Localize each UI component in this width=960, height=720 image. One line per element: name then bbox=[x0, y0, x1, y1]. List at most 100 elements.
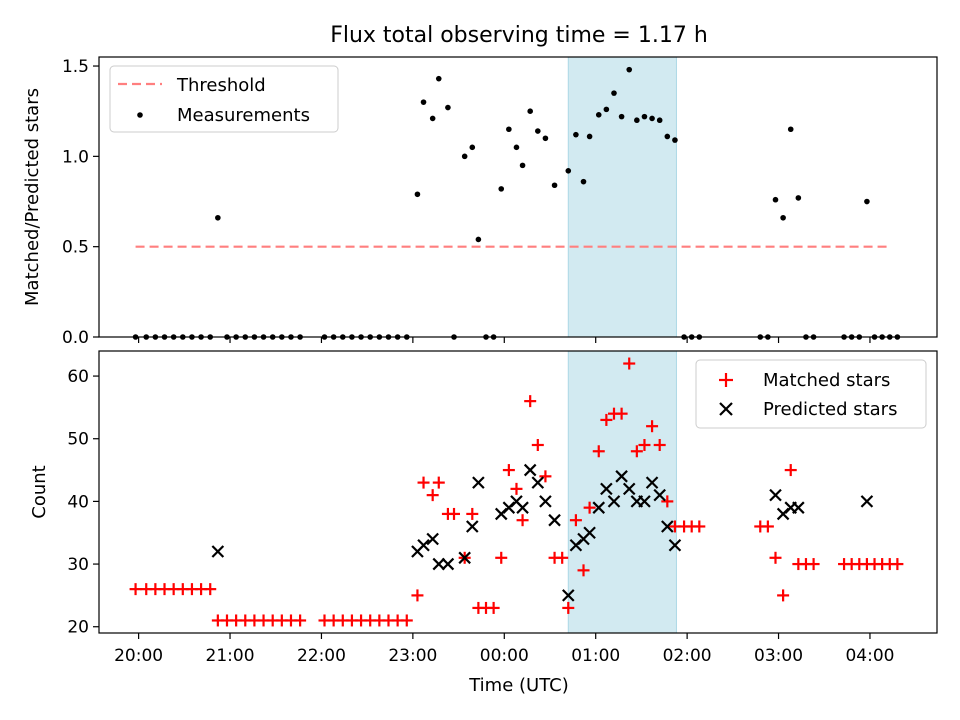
matched-star-point bbox=[400, 614, 413, 627]
ratio-panel: 0.0 0.5 1.0 1.5 Matched/Predicted stars Thr… bbox=[22, 56, 938, 348]
measurement-point bbox=[795, 195, 802, 201]
matched-star-point bbox=[516, 514, 529, 527]
predicted-star-point bbox=[661, 520, 674, 533]
matched-star-point bbox=[294, 614, 307, 627]
legend-predicted-label: Predicted stars bbox=[763, 399, 897, 420]
x-tick-label: 01:00 bbox=[571, 646, 620, 666]
x-axis-ticks: 20:00 21:00 22:00 23:00 00:00 01:00 02:00 03:00… bbox=[114, 633, 894, 666]
measurement-point bbox=[634, 117, 640, 124]
matched-star-point bbox=[784, 464, 797, 477]
measurement-point bbox=[672, 137, 678, 143]
legend-predicted-swatch bbox=[719, 402, 733, 416]
x-tick-label: 04:00 bbox=[845, 646, 894, 666]
matched-star-point bbox=[562, 601, 575, 614]
measurement-point bbox=[656, 117, 663, 124]
x-axis-label: Time (UTC) bbox=[468, 675, 569, 696]
y-tick-label: 20 bbox=[67, 618, 89, 638]
y-tick-label: 0.5 bbox=[62, 238, 89, 258]
measurement-point bbox=[772, 196, 779, 203]
y-axis-label: Count bbox=[29, 465, 50, 518]
matched-star-point bbox=[661, 495, 674, 508]
legend-measurements-label: Measurements bbox=[177, 105, 310, 126]
measurement-point bbox=[551, 182, 558, 189]
matched-star-point bbox=[569, 514, 582, 527]
count-panel: 20 30 40 50 60 20:00 21:00 22:00 23:00 00:00 01:0… bbox=[29, 350, 938, 696]
x-tick-label: 23:00 bbox=[388, 646, 437, 666]
predicted-star-point bbox=[622, 482, 636, 496]
matched-star-point bbox=[646, 420, 659, 433]
predicted-star-point bbox=[562, 589, 575, 602]
matched-star-point bbox=[653, 439, 666, 451]
measurement-point bbox=[626, 66, 633, 73]
measurement-point bbox=[573, 131, 579, 138]
predicted-star-point bbox=[531, 476, 545, 489]
legend-box bbox=[109, 65, 339, 133]
matched-star-point bbox=[411, 589, 424, 602]
y-axis-ticks: 0.0 0.5 1.0 1.5 bbox=[62, 57, 99, 348]
predicted-star-point bbox=[860, 495, 874, 508]
predicted-star-point bbox=[441, 557, 455, 571]
x-tick-label: 21:00 bbox=[206, 646, 255, 666]
predicted-star-point bbox=[466, 520, 479, 533]
matched-star-point bbox=[556, 551, 569, 564]
measurement-point bbox=[787, 126, 794, 133]
legend-measurements-swatch bbox=[137, 112, 143, 118]
predicted-star-point bbox=[472, 476, 485, 489]
legend: Matched stars Predicted stars bbox=[695, 359, 927, 429]
y-tick-label: 40 bbox=[67, 492, 89, 512]
measurement-point bbox=[664, 133, 671, 140]
predicted-stars-points bbox=[211, 463, 874, 602]
y-tick-label: 30 bbox=[67, 555, 89, 575]
x-axis-ticks bbox=[138, 337, 871, 343]
legend-matched-label: Matched stars bbox=[763, 370, 890, 391]
y-tick-label: 1.5 bbox=[62, 57, 89, 77]
matched-star-point bbox=[531, 439, 544, 451]
x-tick-label: 03:00 bbox=[754, 646, 803, 666]
predicted-star-point bbox=[211, 545, 225, 558]
predicted-star-point bbox=[548, 513, 561, 527]
matched-star-point bbox=[769, 551, 782, 564]
x-tick-label: 02:00 bbox=[663, 646, 712, 666]
measurement-point bbox=[506, 126, 512, 133]
y-tick-label: 1.0 bbox=[62, 147, 89, 167]
predicted-star-point bbox=[769, 488, 782, 502]
measurement-point bbox=[611, 90, 617, 96]
predicted-star-point bbox=[638, 495, 651, 508]
measurement-point bbox=[618, 113, 625, 120]
matched-star-point bbox=[432, 476, 445, 489]
observing-window-highlight bbox=[567, 350, 677, 634]
predicted-star-point bbox=[653, 488, 666, 502]
y-axis-label: Matched/Predicted stars bbox=[22, 88, 43, 306]
predicted-star-point bbox=[458, 551, 471, 565]
matched-star-point bbox=[417, 476, 430, 489]
measurement-point bbox=[580, 178, 587, 185]
measurement-point bbox=[595, 112, 602, 118]
predicted-star-point bbox=[607, 495, 621, 508]
matched-star-point bbox=[638, 439, 651, 451]
measurement-point bbox=[641, 113, 648, 120]
matched-star-point bbox=[448, 507, 461, 520]
measurement-point bbox=[469, 144, 476, 151]
chart-title: Flux total observing time = 1.17 h bbox=[330, 23, 708, 48]
measurement-point bbox=[461, 153, 468, 160]
predicted-star-point bbox=[583, 526, 596, 540]
y-tick-label: 0.0 bbox=[62, 328, 89, 348]
y-tick-label: 50 bbox=[67, 430, 89, 450]
x-tick-label: 22:00 bbox=[297, 646, 346, 666]
measurement-point bbox=[565, 168, 572, 174]
measurement-point bbox=[586, 133, 593, 140]
matched-star-point bbox=[539, 470, 552, 483]
measurement-point bbox=[603, 106, 610, 113]
observing-window-highlight bbox=[567, 56, 677, 338]
predicted-star-point bbox=[600, 482, 613, 496]
matched-star-point bbox=[204, 583, 217, 596]
predicted-star-point bbox=[539, 495, 552, 508]
measurement-point bbox=[498, 186, 505, 192]
matched-star-point bbox=[807, 558, 820, 571]
matched-stars-points bbox=[129, 357, 904, 627]
matched-star-point bbox=[495, 551, 508, 564]
measurement-point bbox=[864, 198, 870, 205]
predicted-star-point bbox=[592, 501, 606, 514]
legend-matched-swatch bbox=[719, 373, 733, 387]
